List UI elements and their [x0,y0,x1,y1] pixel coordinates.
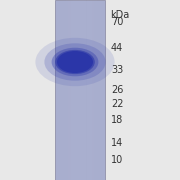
Bar [60,0,63,180]
Bar [81,0,84,180]
Bar [79,0,81,180]
Text: 26: 26 [111,85,123,95]
Text: 22: 22 [111,99,123,109]
Ellipse shape [57,51,93,73]
Text: 70: 70 [111,17,123,27]
Bar [73,0,76,180]
Bar [68,0,71,180]
Bar [58,0,60,180]
Text: 18: 18 [111,115,123,125]
Bar [89,0,92,180]
Text: 44: 44 [111,43,123,53]
Bar [97,0,100,180]
Text: kDa: kDa [110,10,129,20]
Text: 10: 10 [111,155,123,165]
Bar [105,0,107,180]
Bar [92,0,94,180]
Bar [94,0,97,180]
Bar [87,0,89,180]
Bar [102,0,105,180]
Bar [63,0,65,180]
Ellipse shape [55,50,95,74]
Bar [71,0,73,180]
Text: 14: 14 [111,138,123,148]
Ellipse shape [52,48,98,76]
Bar [76,0,78,180]
Ellipse shape [35,38,115,86]
Bar [84,0,86,180]
Bar [100,0,102,180]
Ellipse shape [44,43,106,81]
Bar [55,0,57,180]
Text: 33: 33 [111,65,123,75]
Bar [66,0,68,180]
Bar [55,0,105,180]
